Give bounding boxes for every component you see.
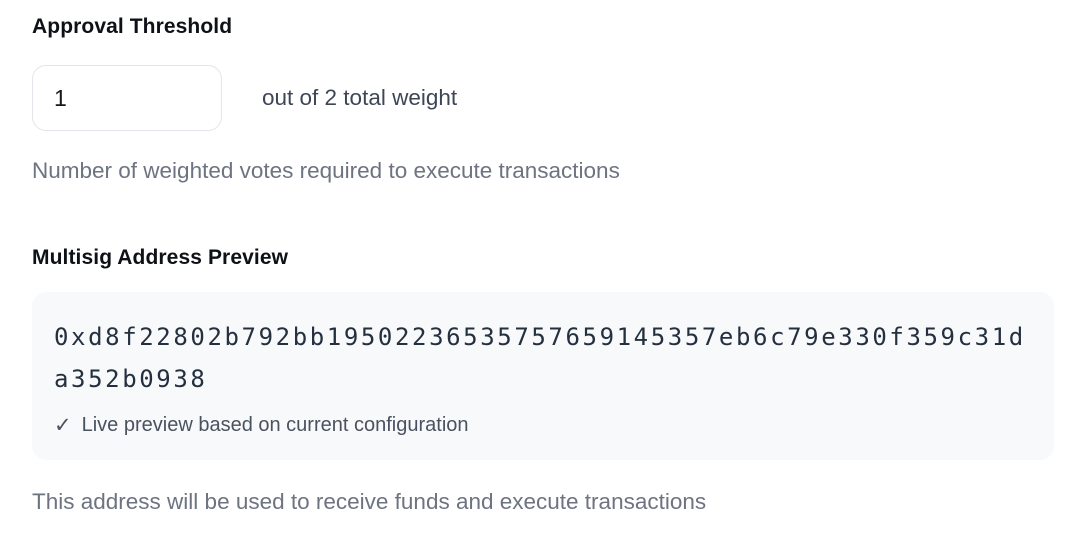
address-preview-box: 0xd8f22802b792bb19502236535757659145357e… (32, 292, 1054, 460)
multisig-preview-label: Multisig Address Preview (32, 246, 289, 269)
live-preview-status: ✓ Live preview based on current configur… (54, 413, 1032, 438)
live-preview-status-text: Live preview based on current configurat… (81, 414, 469, 436)
address-usage-helper-text: This address will be used to receive fun… (32, 489, 707, 514)
total-weight-text: out of 2 total weight (262, 85, 458, 110)
approval-threshold-section: Approval Threshold out of 2 total weight… (32, 14, 1054, 185)
threshold-helper-text: Number of weighted votes required to exe… (32, 158, 620, 183)
threshold-input[interactable] (32, 65, 222, 131)
multisig-address-value: 0xd8f22802b792bb19502236535757659145357e… (54, 323, 1026, 393)
threshold-row: out of 2 total weight (32, 65, 1054, 131)
approval-threshold-label: Approval Threshold (32, 15, 233, 38)
multisig-preview-section: Multisig Address Preview 0xd8f22802b792b… (32, 245, 1054, 516)
checkmark-icon: ✓ (54, 414, 72, 437)
